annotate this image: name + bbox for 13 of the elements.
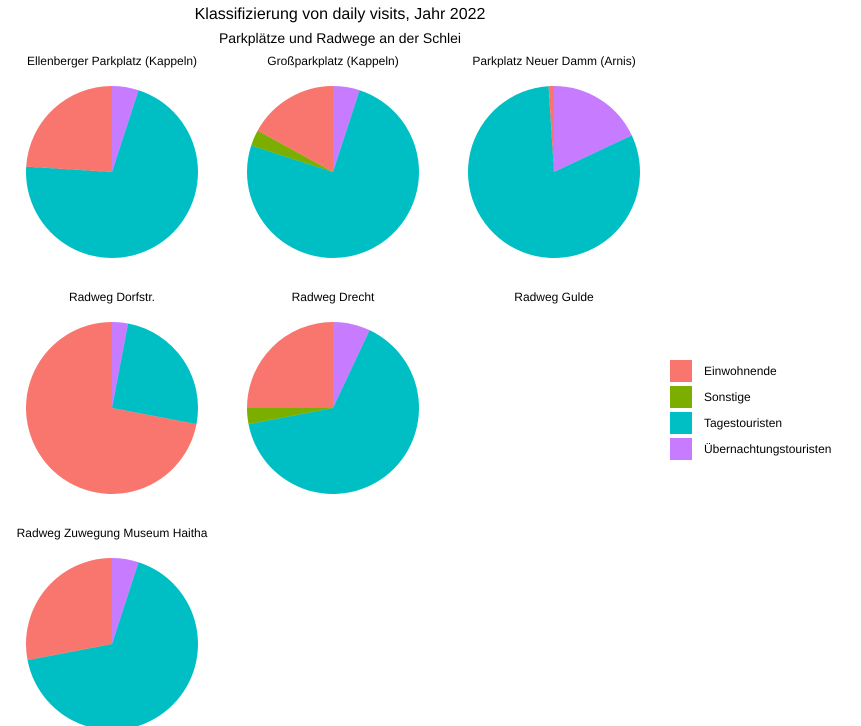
legend-label: Einwohnende: [704, 364, 777, 378]
chart-title: Ellenberger Parkplatz (Kappeln): [26, 54, 198, 68]
text: Parkplätze und Radwege an der Schlei: [218, 30, 462, 46]
chart-title: Großparkplatz (Kappeln): [266, 54, 400, 68]
chart-title: Radweg Dorfstr.: [68, 290, 156, 304]
text: Radweg Gulde: [513, 290, 595, 304]
legend-label: Sonstige: [704, 390, 751, 404]
chart-title: Parkplatz Neuer Damm (Arnis): [471, 54, 637, 68]
chart-title: Radweg Zuwegung Museum Haitha: [16, 526, 208, 540]
legend-label: Tagestouristen: [704, 416, 782, 430]
text: Klassifizierung von daily visits, Jahr 2022: [194, 6, 486, 24]
legend-label: Übernachtungstouristen: [704, 442, 832, 456]
chart-title: Radweg Drecht: [290, 290, 376, 304]
